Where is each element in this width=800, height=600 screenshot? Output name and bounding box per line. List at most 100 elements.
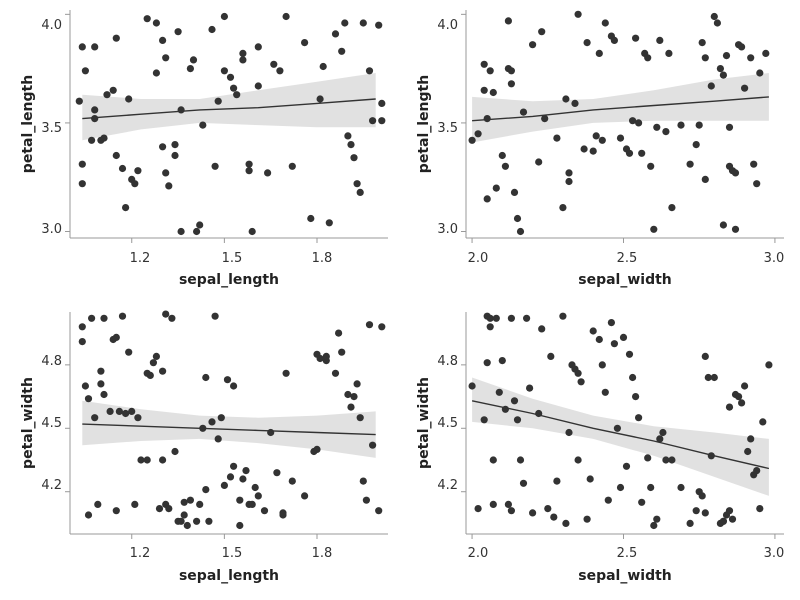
data-point xyxy=(319,62,327,71)
data-point xyxy=(254,43,262,51)
data-point xyxy=(378,323,386,331)
data-point xyxy=(698,492,706,500)
data-point xyxy=(616,134,625,142)
data-point xyxy=(738,399,746,407)
data-point xyxy=(629,117,637,125)
x-tick-label: 2.0 xyxy=(468,251,489,266)
data-point xyxy=(747,54,755,62)
data-point xyxy=(180,511,188,519)
data-point xyxy=(189,56,198,64)
data-point xyxy=(365,67,374,75)
data-point xyxy=(553,477,561,485)
data-point xyxy=(375,507,383,515)
data-point xyxy=(331,369,340,377)
x-axis-label: sepal_length xyxy=(179,568,279,584)
data-point xyxy=(248,500,256,508)
data-point xyxy=(725,507,734,515)
data-point xyxy=(604,496,612,504)
y-axis-label: petal_width xyxy=(416,377,432,469)
data-point xyxy=(653,123,661,131)
data-point xyxy=(81,67,89,75)
data-point xyxy=(719,517,728,525)
data-point xyxy=(710,12,718,21)
data-point xyxy=(710,373,718,382)
data-point xyxy=(644,454,652,462)
data-point xyxy=(510,397,519,405)
data-point xyxy=(146,371,154,379)
data-point xyxy=(301,39,309,47)
x-tick-label: 1.8 xyxy=(312,251,333,266)
data-point xyxy=(489,500,497,508)
y-tick-label: 4.2 xyxy=(437,478,458,493)
data-point xyxy=(598,136,606,144)
y-tick-label: 4.2 xyxy=(41,478,62,493)
data-point xyxy=(84,395,93,403)
data-point xyxy=(115,407,123,415)
data-point xyxy=(137,456,145,464)
data-point xyxy=(75,97,83,105)
data-point xyxy=(84,511,93,519)
data-point xyxy=(177,517,185,525)
data-point xyxy=(598,361,606,369)
data-point xyxy=(656,435,664,443)
data-point xyxy=(492,314,500,322)
data-point xyxy=(589,147,597,155)
data-point xyxy=(722,52,731,60)
data-point xyxy=(516,227,525,236)
data-point xyxy=(583,515,591,523)
data-point xyxy=(347,403,355,411)
data-point xyxy=(359,477,367,485)
confidence-band xyxy=(82,73,376,141)
data-point xyxy=(635,414,643,422)
data-point xyxy=(331,30,340,38)
data-point xyxy=(519,108,528,116)
data-point xyxy=(716,65,725,73)
data-point xyxy=(378,117,386,125)
data-point xyxy=(583,39,591,47)
data-point xyxy=(193,227,201,236)
x-axis-label: sepal_length xyxy=(179,272,279,288)
y-axis-label: petal_width xyxy=(20,377,36,469)
data-point xyxy=(574,369,582,377)
data-point xyxy=(220,12,228,21)
data-point xyxy=(230,462,238,470)
data-point xyxy=(193,517,201,525)
data-point xyxy=(230,84,238,92)
data-point xyxy=(180,498,188,506)
data-point xyxy=(205,517,213,525)
data-point xyxy=(149,359,157,367)
panel-sepal-width-vs-petal-length: 2.0 2.5 3.0 3.0 3.5 4.0 sepal_width peta… xyxy=(416,10,784,288)
data-point xyxy=(750,160,758,168)
data-point xyxy=(282,369,290,377)
data-point xyxy=(214,435,222,443)
data-point xyxy=(344,390,352,399)
data-point xyxy=(78,323,86,331)
data-point xyxy=(171,447,179,456)
data-point xyxy=(538,28,546,36)
y-tick-label: 4.5 xyxy=(437,416,458,431)
data-point xyxy=(731,225,740,233)
data-point xyxy=(78,338,86,346)
data-point xyxy=(725,403,734,411)
data-point xyxy=(171,141,179,149)
data-point xyxy=(507,67,515,75)
data-point xyxy=(165,505,173,513)
data-point xyxy=(483,359,491,367)
data-point xyxy=(341,19,349,27)
x-tick-label: 1.8 xyxy=(312,546,333,561)
data-point xyxy=(91,43,99,51)
data-point xyxy=(125,348,133,356)
data-point xyxy=(480,86,488,94)
data-point xyxy=(239,49,247,58)
data-point xyxy=(313,445,321,453)
data-point xyxy=(735,393,743,401)
data-point xyxy=(112,151,120,160)
data-point xyxy=(592,132,600,140)
data-point xyxy=(78,43,86,51)
data-point xyxy=(741,84,749,92)
data-point xyxy=(260,507,269,515)
data-point xyxy=(625,350,634,358)
data-point xyxy=(325,219,333,227)
data-point xyxy=(659,428,667,437)
data-point xyxy=(665,49,673,58)
